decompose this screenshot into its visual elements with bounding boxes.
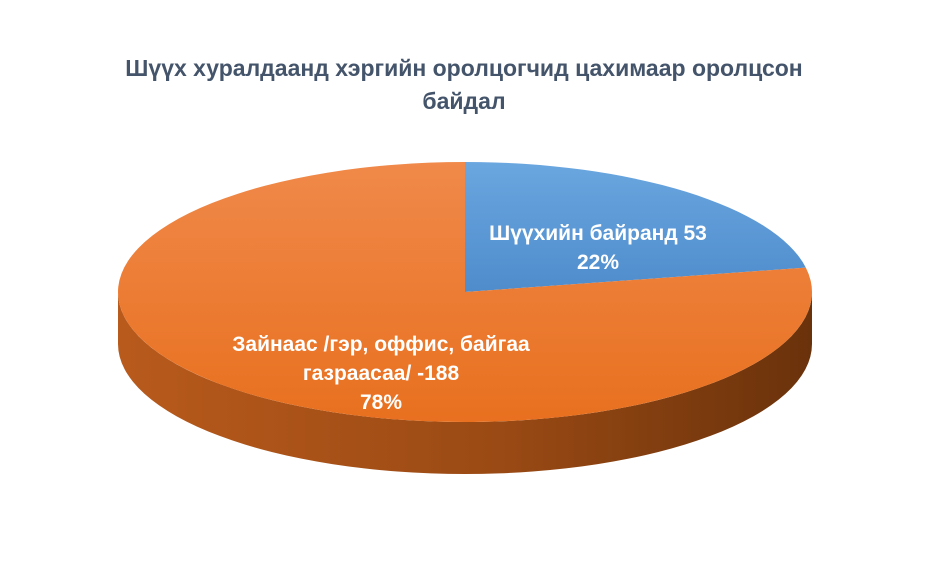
- slice-label-line: Шүүхийн байранд 53: [489, 222, 707, 245]
- slice-label-line: газраасаа/ -188: [303, 362, 460, 385]
- pie-side-wall: [118, 292, 812, 474]
- pie-slice-side-1: [118, 292, 812, 474]
- pie-slice-0: [465, 162, 806, 292]
- pie-top-face: [118, 162, 813, 422]
- slice-label-0: Шүүхийн байранд 53 22%: [489, 222, 707, 274]
- chart-title: Шүүх хуралдаанд хэргийн оролцогчид цахим…: [0, 52, 928, 118]
- chart-title-line-1: Шүүх хуралдаанд хэргийн оролцогчид цахим…: [125, 55, 803, 81]
- pie-labels: Шүүхийн байранд 53 22% Зайнаас /гэр, оффис…: [232, 222, 707, 414]
- slice-label-line: Зайнаас /гэр, оффис, байгаа: [232, 333, 530, 356]
- slice-percent-label: 78%: [360, 391, 402, 414]
- chart-title-line-2: байдал: [422, 88, 506, 114]
- pie-slice-1: [118, 162, 813, 422]
- slice-percent-label: 22%: [577, 251, 619, 274]
- slice-label-1: Зайнаас /гэр, оффис, байгаа газраасаа/ -1…: [232, 333, 530, 414]
